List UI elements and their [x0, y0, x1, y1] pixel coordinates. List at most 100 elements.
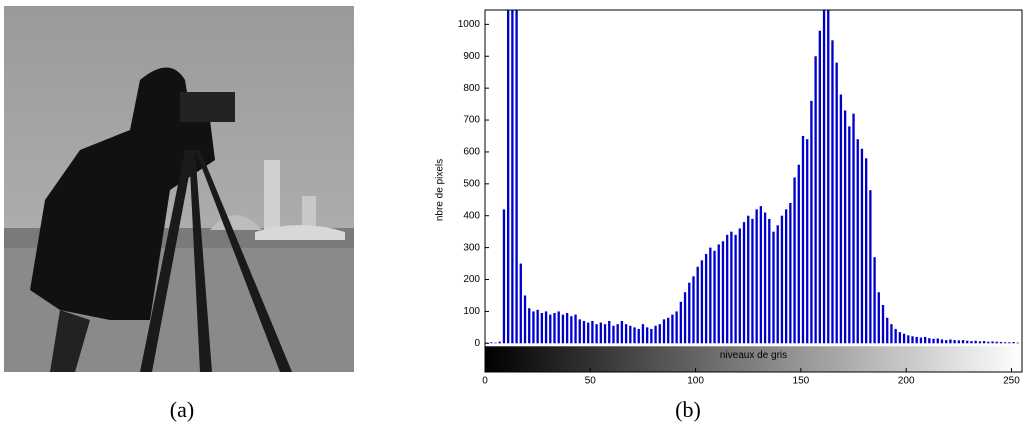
bar: [578, 319, 581, 344]
bar: [536, 309, 539, 344]
bar: [797, 164, 800, 344]
bar: [873, 257, 876, 344]
bar: [523, 295, 527, 344]
bar: [902, 333, 906, 344]
bar: [700, 260, 704, 344]
bar: [755, 209, 758, 344]
bar: [940, 339, 944, 344]
bar: [801, 135, 805, 344]
bar: [768, 218, 771, 344]
histogram: nbre de pixels: [435, 159, 446, 221]
bar: [919, 337, 923, 344]
gray-colorbar: [485, 346, 1022, 372]
bar: [679, 301, 683, 344]
bar: [570, 316, 573, 344]
caption: (b): [675, 397, 701, 422]
x-tick-label: 200: [898, 376, 915, 387]
bar: [624, 324, 628, 344]
bar: [814, 56, 817, 344]
bar: [713, 250, 716, 344]
y-tick-label: 900: [463, 51, 480, 62]
photo: [4, 6, 354, 372]
bar: [1012, 342, 1015, 344]
bar: [629, 325, 632, 344]
bar: [831, 40, 834, 344]
bar: [865, 158, 868, 344]
bar: [637, 328, 640, 344]
bar: [726, 234, 729, 344]
bar: [949, 339, 952, 344]
y-tick-label: 700: [463, 115, 480, 126]
bar: [608, 320, 611, 344]
bar: [759, 206, 763, 344]
bar: [827, 10, 830, 344]
bar: [898, 332, 902, 344]
y-tick-label: 100: [463, 306, 480, 317]
bar: [1008, 342, 1011, 344]
bar: [810, 100, 813, 344]
bar: [704, 253, 708, 344]
bar: [915, 336, 918, 344]
bar: [890, 324, 893, 344]
bar: [747, 215, 750, 344]
bar: [645, 327, 649, 344]
bar: [688, 282, 691, 344]
bar: [641, 324, 645, 344]
bar: [869, 190, 872, 344]
bar: [835, 62, 838, 344]
bar: [544, 311, 548, 344]
bar: [498, 341, 501, 344]
bar: [839, 94, 843, 344]
y-axis-label: nbre de pixels: [435, 159, 446, 221]
bar: [966, 340, 969, 344]
bar: [848, 126, 851, 344]
y-tick-label: 400: [463, 210, 480, 221]
x-axis-label: niveaux de gris: [720, 350, 787, 361]
y-tick-label: 200: [463, 274, 480, 285]
bar: [519, 263, 522, 344]
bar: [612, 325, 615, 344]
bar: [911, 336, 914, 344]
bar: [856, 139, 859, 344]
bar: [772, 231, 775, 344]
bar: [961, 340, 965, 344]
bar: [945, 340, 948, 344]
bar: [683, 292, 687, 344]
x-tick-label: 100: [687, 376, 704, 387]
bar: [549, 314, 552, 344]
bar: [843, 110, 847, 344]
bars: [485, 10, 1019, 344]
y-tick-label: 300: [463, 242, 480, 253]
bar: [650, 328, 653, 344]
x-tick-label: 50: [585, 376, 597, 387]
bar: [654, 325, 657, 344]
bar: [818, 30, 821, 344]
bar: [599, 322, 602, 344]
bar: [789, 202, 792, 344]
bar: [675, 311, 678, 344]
bar: [553, 312, 556, 344]
bar: [692, 276, 695, 344]
bar: [616, 324, 619, 344]
bar: [1003, 342, 1007, 344]
x-tick-label: 250: [1003, 376, 1020, 387]
bar: [717, 244, 720, 344]
bar: [923, 336, 927, 344]
bar: [595, 324, 598, 344]
y-tick-label: 800: [463, 83, 480, 94]
bar: [974, 340, 977, 344]
y-tick-label: 500: [463, 178, 480, 189]
bar: [995, 341, 998, 344]
bar: [936, 338, 939, 344]
bar: [730, 231, 733, 344]
bar: [886, 317, 889, 344]
bar: [907, 335, 910, 344]
bar: [822, 10, 826, 344]
bar: [957, 340, 960, 344]
bar: [742, 222, 746, 344]
bar: [978, 341, 982, 344]
bar: [894, 328, 897, 344]
bar: [999, 342, 1003, 344]
bar: [540, 312, 544, 344]
